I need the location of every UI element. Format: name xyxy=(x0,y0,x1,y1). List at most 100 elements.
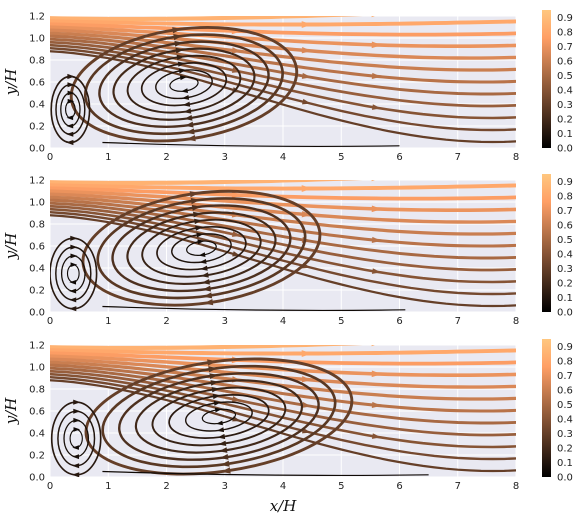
colorbar-tick-label: 0.1 xyxy=(557,129,573,140)
vortex-arrow xyxy=(184,121,194,128)
vortex-arrow xyxy=(181,88,188,93)
outer-streamline xyxy=(50,360,516,401)
flow-arrow xyxy=(371,104,381,110)
colorbar-tick-label: 0.8 xyxy=(557,27,573,38)
vortex-arrow xyxy=(70,235,78,241)
vortex-arrow xyxy=(218,440,227,446)
y-tick-label: 0.8 xyxy=(29,220,45,231)
colorbar-tick-label: 0.3 xyxy=(557,264,573,275)
flow-arrow xyxy=(231,47,242,54)
colorbar-tick-label: 0.3 xyxy=(557,100,573,111)
colorbar-tick-label: 0.1 xyxy=(557,293,573,304)
vortex-arrow xyxy=(209,373,219,380)
vortex-arrow xyxy=(212,393,221,400)
vortex-arrow xyxy=(67,90,75,96)
outer-streamline xyxy=(50,16,364,21)
vortex-arrow xyxy=(191,204,201,211)
flow-arrow xyxy=(301,185,313,192)
outer-streamline xyxy=(50,207,516,284)
outer-streamline xyxy=(50,369,516,437)
flow-arrow xyxy=(371,16,375,18)
outer-streamline xyxy=(50,50,516,144)
vortex-arrow xyxy=(177,61,186,67)
colorbar-tick-label: 0.4 xyxy=(557,414,573,425)
flow-arrow xyxy=(301,72,312,79)
y-tick-label: 0.6 xyxy=(29,407,45,418)
outer-streamline xyxy=(50,25,516,48)
colorbar-tick-label: 0.0 xyxy=(557,144,573,155)
streamlines xyxy=(50,180,516,312)
x-axis-label: x/H xyxy=(270,497,298,515)
flow-arrow xyxy=(301,350,313,357)
colorbar-tick-label: 0.5 xyxy=(557,71,573,82)
streamplot-panel-3: 0 1 2 3 4 5 6 7 8 0.0 0.2 0.4 0.6 0.8 1.0 1.2 y/H x/H 0.0 0… xyxy=(2,339,573,515)
x-tick-label: 1 xyxy=(105,481,111,492)
vortex-arrow xyxy=(200,272,209,278)
y-tick-label: 1.2 xyxy=(29,176,45,187)
y-axis-label: y/H xyxy=(2,232,20,261)
x-tick-label: 7 xyxy=(455,316,461,327)
vortex-arrow xyxy=(211,387,220,393)
vortex-arrow xyxy=(186,134,196,142)
colorbar-tick-label: 0.1 xyxy=(557,458,573,469)
x-tick-label: 1 xyxy=(105,152,111,163)
vortex-arrow xyxy=(221,467,231,474)
outer-streamline xyxy=(50,379,516,473)
colorbar-tick-label: 0.6 xyxy=(557,220,573,231)
flow-arrow xyxy=(371,236,382,243)
vortex-arrow xyxy=(70,244,78,250)
outer-streamline xyxy=(50,183,516,191)
colorbar-tick-label: 0.9 xyxy=(557,342,573,353)
vortex-arrow xyxy=(66,123,74,129)
outer-streamline xyxy=(50,43,516,120)
colorbar-tick-label: 0.3 xyxy=(557,429,573,440)
vortex-arrow xyxy=(66,115,74,121)
x-tick-label: 8 xyxy=(513,316,519,327)
flow-arrow xyxy=(301,375,312,383)
vortex-arrow xyxy=(174,40,184,47)
colorbar-tick-label: 0.6 xyxy=(557,385,573,396)
x-tick-label: 5 xyxy=(338,316,344,327)
x-tick-label: 8 xyxy=(513,481,519,492)
flow-arrow xyxy=(371,401,382,408)
vortex-arrow xyxy=(67,73,75,80)
flow-arrow xyxy=(371,41,382,49)
colorbar-tick-label: 0.0 xyxy=(557,308,573,319)
colorbar-tick-label: 0.5 xyxy=(557,235,573,246)
vortex-arrow xyxy=(172,27,182,34)
y-tick-label: 1.0 xyxy=(29,198,45,209)
streamplot-panel-1: 0 1 2 3 4 5 6 7 8 0.0 0.2 0.4 0.6 0.8 1.0 1.2 y/H 0.0 0.1 0… xyxy=(2,10,573,163)
colorbar xyxy=(542,174,551,312)
vortex-arrow xyxy=(71,472,80,477)
flow-arrow xyxy=(231,191,243,199)
flow-arrow xyxy=(301,98,311,105)
y-tick-label: 0.4 xyxy=(29,264,45,275)
flow-arrow xyxy=(371,180,375,182)
outer-streamline xyxy=(50,345,364,350)
vortex-arrow xyxy=(194,218,203,225)
vortex-arrow xyxy=(203,298,214,306)
vortex-arrow xyxy=(73,408,81,414)
vortex-arrow xyxy=(66,139,74,146)
vortex-arrow xyxy=(182,101,191,107)
flow-arrow xyxy=(371,72,382,79)
flow-arrow xyxy=(301,21,313,28)
x-tick-label: 3 xyxy=(222,481,228,492)
colorbar-tick-label: 0.0 xyxy=(557,473,573,484)
outer-streamline xyxy=(50,192,516,224)
outer-streamline xyxy=(50,19,516,27)
flow-arrow xyxy=(371,205,382,213)
y-axis-label: y/H xyxy=(2,68,20,97)
outer-streamline xyxy=(50,363,516,413)
vortex-arrow xyxy=(66,131,74,137)
vortex-arrow xyxy=(67,98,75,104)
streamplot-panel-2: 0 1 2 3 4 5 6 7 8 0.0 0.2 0.4 0.6 0.8 1.0 1.2 y/H 0.0 0.1 0… xyxy=(2,174,573,327)
vortex-arrow xyxy=(199,258,207,264)
outer-streamline xyxy=(50,186,516,201)
colorbar-tick-label: 0.2 xyxy=(557,443,573,454)
streamlines xyxy=(50,345,516,477)
y-tick-label: 0.2 xyxy=(29,286,45,297)
vortex-arrow xyxy=(189,191,200,198)
flow-arrow xyxy=(231,396,242,402)
